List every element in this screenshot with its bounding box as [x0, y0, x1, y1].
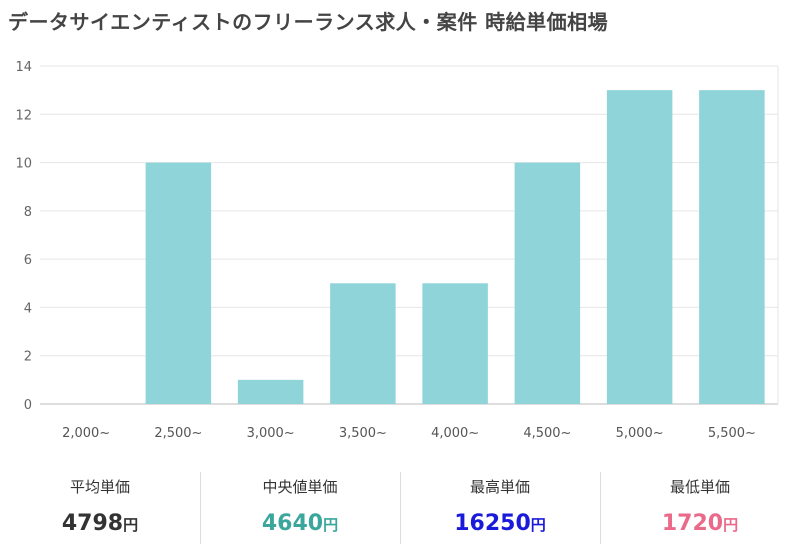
stat-number: 16250	[454, 511, 531, 536]
stat-unit: 円	[323, 516, 339, 534]
y-tick-label: 6	[24, 253, 32, 268]
x-tick-label: 5,500~	[708, 426, 756, 441]
stat-label: 中央値単価	[262, 478, 338, 496]
stat-label: 最高単価	[469, 478, 530, 496]
y-tick-label: 2	[24, 350, 32, 365]
bar	[330, 283, 396, 404]
stat-average: 平均単価 4798円	[0, 462, 200, 557]
x-tick-label: 4,000~	[431, 426, 479, 441]
stat-value: 1720円	[600, 511, 800, 536]
bar	[699, 90, 765, 405]
x-tick-label: 4,500~	[523, 426, 571, 441]
stat-unit: 円	[123, 516, 139, 534]
bar	[145, 162, 212, 404]
x-tick-label: 5,000~	[616, 426, 664, 441]
x-tick-label: 2,500~	[154, 426, 202, 441]
bar	[606, 90, 673, 405]
stat-label: 平均単価	[69, 478, 130, 496]
stat-number: 1720	[661, 511, 724, 536]
x-tick-label: 2,000~	[62, 426, 110, 441]
stat-number: 4640	[261, 511, 324, 536]
y-tick-label: 12	[15, 108, 32, 123]
stat-value: 4640円	[200, 511, 400, 536]
stat-median: 中央値単価 4640円	[200, 462, 400, 557]
y-tick-label: 4	[24, 301, 32, 316]
stat-min: 最低単価 1720円	[600, 462, 800, 557]
x-tick-label: 3,000~	[247, 426, 295, 441]
stat-unit: 円	[723, 516, 739, 534]
y-tick-label: 14	[15, 60, 32, 75]
stat-label: 最低単価	[669, 478, 730, 496]
bar	[237, 379, 304, 404]
price-stats: 平均単価 4798円 中央値単価 4640円 最高単価 16250円 最低単価 …	[0, 462, 800, 557]
y-tick-label: 0	[24, 398, 32, 413]
stat-unit: 円	[530, 516, 546, 534]
bar	[514, 162, 581, 404]
chart-title: データサイエンティストのフリーランス求人・案件 時給単価相場	[8, 10, 609, 34]
y-tick-label: 8	[24, 205, 32, 220]
bar-chart: 0 2 4 6 8 10 12 14 2,000~ 2,500~ 3,000~ 3,500~ 4,00…	[15, 60, 779, 441]
stat-value: 4798円	[0, 511, 200, 536]
stat-max: 最高単価 16250円	[400, 462, 600, 557]
stat-number: 4798	[61, 511, 124, 536]
y-tick-label: 10	[15, 157, 32, 172]
x-tick-label: 3,500~	[339, 426, 387, 441]
bar	[422, 283, 488, 404]
stat-value: 16250円	[400, 511, 600, 536]
